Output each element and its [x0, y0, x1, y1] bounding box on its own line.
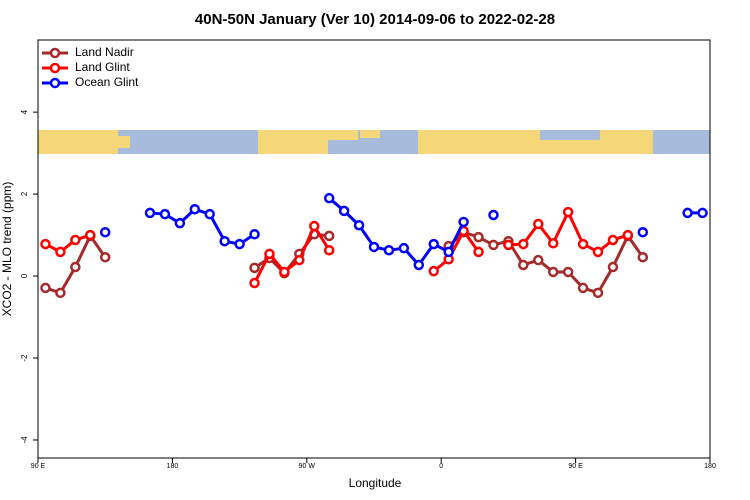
y-tick-label: -2	[20, 354, 29, 362]
point	[637, 251, 649, 263]
series-line	[44, 208, 629, 284]
x-tick-label: 90 E	[31, 463, 46, 470]
x-tick-label: 90 W	[299, 463, 316, 470]
point	[323, 244, 335, 256]
point	[428, 238, 439, 250]
point	[607, 261, 619, 273]
point	[562, 206, 574, 218]
legend-label: Ocean Glint	[75, 75, 139, 89]
y-tick-label: 2	[20, 191, 29, 196]
y-tick-label: 4	[20, 109, 29, 114]
chart-title: 40N-50N January (Ver 10) 2014-09-06 to 2…	[195, 11, 555, 28]
point	[398, 242, 410, 254]
y-axis-label: XCO2 - MLO trend (ppm)	[0, 182, 14, 317]
point	[547, 238, 559, 249]
map-strip	[38, 130, 710, 154]
point	[562, 266, 574, 278]
point	[458, 216, 469, 228]
x-tick-label: 90 E	[568, 463, 583, 470]
point	[70, 234, 81, 246]
point	[368, 241, 380, 253]
point	[533, 254, 544, 266]
point	[428, 265, 439, 277]
point	[99, 226, 111, 238]
plot-frame	[37, 39, 711, 459]
point	[353, 219, 365, 231]
point	[637, 226, 649, 238]
point	[323, 230, 335, 242]
point	[592, 246, 604, 258]
point	[40, 238, 51, 250]
point	[234, 238, 245, 250]
point	[488, 209, 499, 221]
point	[249, 262, 260, 274]
legend-marker	[49, 62, 61, 74]
legend-marker	[49, 47, 61, 59]
point	[518, 238, 529, 250]
legend-label: Land Nadir	[75, 45, 134, 59]
point	[592, 287, 604, 299]
point	[144, 207, 156, 219]
point	[174, 217, 186, 229]
point	[55, 287, 66, 299]
x-tick-label: 0	[439, 463, 443, 470]
point	[607, 234, 619, 246]
point	[204, 208, 215, 220]
legend-marker	[49, 77, 61, 89]
point	[473, 231, 484, 243]
point	[383, 244, 395, 256]
point	[682, 207, 693, 219]
point	[279, 266, 290, 278]
y-tick-label: 0	[20, 273, 29, 278]
point	[294, 254, 305, 266]
point	[488, 239, 499, 251]
point	[323, 192, 335, 204]
point	[219, 235, 230, 247]
x-axis-label: Longitude	[349, 476, 402, 490]
point	[622, 229, 634, 241]
point	[577, 282, 589, 294]
point	[697, 207, 708, 219]
point	[249, 228, 260, 240]
point	[55, 246, 66, 258]
point	[413, 259, 425, 271]
point	[309, 220, 320, 232]
point	[473, 246, 484, 258]
point	[249, 277, 260, 289]
point	[40, 282, 51, 294]
point	[518, 259, 529, 271]
point	[533, 218, 544, 230]
point	[577, 238, 589, 250]
point	[189, 203, 201, 215]
point	[547, 266, 559, 278]
point	[99, 251, 111, 263]
point	[503, 239, 514, 251]
point	[159, 208, 171, 220]
point	[338, 205, 350, 217]
point	[85, 229, 96, 241]
point	[70, 261, 81, 273]
x-tick-label: 180	[704, 463, 716, 470]
x-tick-label: 180	[167, 463, 179, 470]
legend-label: Land Glint	[75, 60, 130, 74]
point	[264, 248, 275, 260]
y-tick-label: -4	[20, 436, 29, 444]
point	[443, 246, 454, 258]
